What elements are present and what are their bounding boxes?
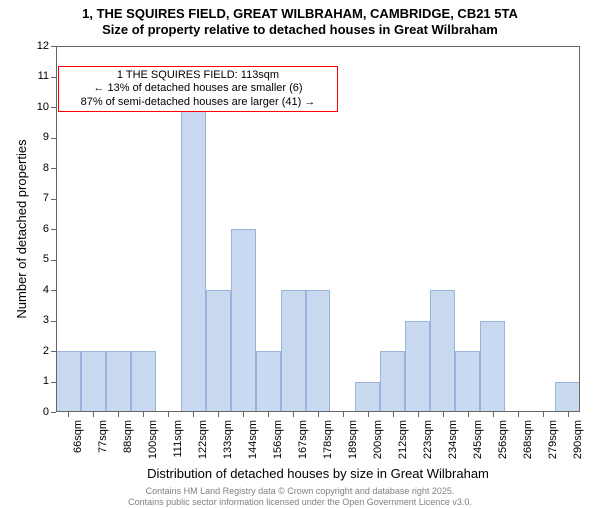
- x-tick: [93, 412, 94, 417]
- x-tick: [318, 412, 319, 417]
- y-tick-label: 7: [25, 192, 49, 204]
- x-axis-label: Distribution of detached houses by size …: [56, 466, 580, 481]
- histogram-bar: [131, 351, 156, 412]
- x-tick-label: 200sqm: [372, 420, 384, 468]
- x-tick-label: 268sqm: [522, 420, 534, 468]
- footer-line1: Contains HM Land Registry data © Crown c…: [0, 486, 600, 497]
- y-tick-label: 2: [25, 345, 49, 357]
- chart-title-line2: Size of property relative to detached ho…: [0, 22, 600, 38]
- x-tick-label: 66sqm: [72, 420, 84, 468]
- y-tick: [51, 412, 56, 413]
- histogram-bar: [106, 351, 131, 412]
- x-tick: [518, 412, 519, 417]
- histogram-bar: [455, 351, 480, 412]
- x-tick-label: 212sqm: [397, 420, 409, 468]
- histogram-bar: [231, 229, 256, 412]
- x-tick-label: 144sqm: [247, 420, 259, 468]
- x-tick-label: 88sqm: [122, 420, 134, 468]
- y-tick-label: 4: [25, 284, 49, 296]
- axis-spine: [579, 46, 580, 412]
- x-tick: [493, 412, 494, 417]
- x-tick-label: 290sqm: [572, 420, 584, 468]
- x-tick-label: 189sqm: [347, 420, 359, 468]
- y-tick-label: 0: [25, 406, 49, 418]
- y-tick-label: 6: [25, 223, 49, 235]
- y-tick-label: 12: [25, 40, 49, 52]
- x-tick: [193, 412, 194, 417]
- x-tick-label: 111sqm: [172, 420, 184, 468]
- chart-footer: Contains HM Land Registry data © Crown c…: [0, 486, 600, 508]
- x-tick-label: 279sqm: [547, 420, 559, 468]
- x-tick-label: 133sqm: [222, 420, 234, 468]
- annotation-box: 1 THE SQUIRES FIELD: 113sqm← 13% of deta…: [58, 66, 338, 112]
- x-tick-label: 77sqm: [97, 420, 109, 468]
- histogram-bar: [306, 290, 331, 412]
- x-tick-label: 256sqm: [497, 420, 509, 468]
- x-tick: [393, 412, 394, 417]
- x-tick-label: 122sqm: [197, 420, 209, 468]
- axis-spine: [56, 46, 57, 412]
- x-tick-label: 178sqm: [322, 420, 334, 468]
- histogram-bar: [181, 107, 206, 412]
- footer-line2: Contains public sector information licen…: [0, 497, 600, 508]
- x-tick: [143, 412, 144, 417]
- y-tick-label: 10: [25, 101, 49, 113]
- histogram-bar: [256, 351, 281, 412]
- y-tick-label: 5: [25, 253, 49, 265]
- annotation-line3: 87% of semi-detached houses are larger (…: [63, 96, 333, 109]
- plot-area: 1 THE SQUIRES FIELD: 113sqm← 13% of deta…: [56, 46, 580, 412]
- x-tick: [468, 412, 469, 417]
- x-tick: [543, 412, 544, 417]
- annotation-line2: ← 13% of detached houses are smaller (6): [63, 82, 333, 95]
- x-tick: [68, 412, 69, 417]
- x-tick: [343, 412, 344, 417]
- histogram-bar: [81, 351, 106, 412]
- histogram-bar: [206, 290, 231, 412]
- x-tick: [418, 412, 419, 417]
- histogram-bar: [380, 351, 405, 412]
- x-tick: [293, 412, 294, 417]
- x-tick-label: 234sqm: [447, 420, 459, 468]
- chart-title: 1, THE SQUIRES FIELD, GREAT WILBRAHAM, C…: [0, 6, 600, 39]
- axis-spine: [56, 46, 580, 47]
- x-tick-label: 100sqm: [147, 420, 159, 468]
- x-tick: [218, 412, 219, 417]
- histogram-bar: [281, 290, 306, 412]
- x-tick: [268, 412, 269, 417]
- x-tick-label: 167sqm: [297, 420, 309, 468]
- x-tick: [443, 412, 444, 417]
- y-tick-label: 9: [25, 131, 49, 143]
- histogram-bar: [405, 321, 430, 413]
- histogram-bar: [480, 321, 505, 413]
- y-tick-label: 1: [25, 375, 49, 387]
- x-tick: [243, 412, 244, 417]
- axis-spine: [56, 411, 580, 412]
- chart-title-line1: 1, THE SQUIRES FIELD, GREAT WILBRAHAM, C…: [0, 6, 600, 22]
- x-tick: [568, 412, 569, 417]
- histogram-bar: [56, 351, 81, 412]
- x-tick-label: 156sqm: [272, 420, 284, 468]
- y-tick-label: 11: [25, 70, 49, 82]
- x-tick-label: 223sqm: [422, 420, 434, 468]
- y-tick-label: 3: [25, 314, 49, 326]
- histogram-bar: [355, 382, 380, 413]
- x-tick-label: 245sqm: [472, 420, 484, 468]
- x-tick: [118, 412, 119, 417]
- x-tick: [368, 412, 369, 417]
- y-tick-label: 8: [25, 162, 49, 174]
- histogram-bar: [430, 290, 455, 412]
- histogram-bar: [555, 382, 580, 413]
- annotation-line1: 1 THE SQUIRES FIELD: 113sqm: [63, 69, 333, 82]
- x-tick: [168, 412, 169, 417]
